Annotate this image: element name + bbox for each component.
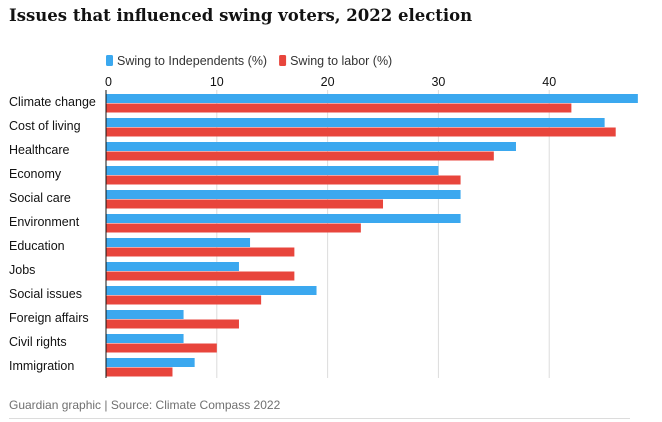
x-tick-label-10: 10 [210, 75, 224, 89]
category-label-social-care: Social care [9, 191, 71, 205]
x-tick-label-20: 20 [321, 75, 335, 89]
category-label-education: Education [9, 239, 65, 253]
category-label-environment: Environment [9, 215, 80, 229]
bar-healthcare-series-2 [106, 151, 494, 161]
legend-swatch-1 [106, 55, 113, 66]
footer-divider [9, 418, 630, 419]
bar-education-series-2 [106, 247, 295, 257]
bar-foreign-affairs-series-2 [106, 319, 239, 329]
bar-cost-of-living-series-1 [106, 118, 605, 127]
legend-label-1: Swing to Independents (%) [117, 54, 267, 68]
chart-title: Issues that influenced swing voters, 202… [9, 6, 473, 25]
bar-civil-rights-series-1 [106, 334, 184, 343]
bar-climate-change-series-2 [106, 103, 572, 113]
source-footer: Guardian graphic | Source: Climate Compa… [9, 398, 281, 412]
bar-environment-series-2 [106, 223, 361, 233]
bar-climate-change-series-1 [106, 94, 638, 103]
category-label-climate-change: Climate change [9, 95, 96, 109]
bar-environment-series-1 [106, 214, 461, 223]
x-tick-label-40: 40 [542, 75, 556, 89]
bar-education-series-1 [106, 238, 251, 247]
bar-jobs-series-2 [106, 271, 295, 281]
bar-economy-series-1 [106, 166, 439, 175]
category-label-civil-rights: Civil rights [9, 335, 67, 349]
category-label-immigration: Immigration [9, 359, 74, 373]
bar-social-issues-series-2 [106, 295, 262, 305]
category-label-foreign-affairs: Foreign affairs [9, 311, 89, 325]
bar-social-care-series-1 [106, 190, 461, 199]
legend-label-2: Swing to labor (%) [290, 54, 392, 68]
category-label-cost-of-living: Cost of living [9, 119, 81, 133]
bar-social-care-series-2 [106, 199, 384, 209]
legend-swatch-2 [279, 55, 287, 66]
bar-immigration-series-2 [106, 367, 173, 377]
category-label-healthcare: Healthcare [9, 143, 69, 157]
bar-foreign-affairs-series-1 [106, 310, 184, 319]
bar-cost-of-living-series-2 [106, 127, 616, 137]
x-tick-label-30: 30 [431, 75, 445, 89]
bar-social-issues-series-1 [106, 286, 317, 295]
x-tick-label-0: 0 [105, 75, 112, 89]
category-label-economy: Economy [9, 167, 62, 181]
bar-immigration-series-1 [106, 358, 195, 367]
bar-healthcare-series-1 [106, 142, 516, 151]
category-label-social-issues: Social issues [9, 287, 82, 301]
bar-jobs-series-1 [106, 262, 239, 271]
bar-economy-series-2 [106, 175, 461, 185]
category-label-jobs: Jobs [9, 263, 35, 277]
bar-civil-rights-series-2 [106, 343, 217, 353]
